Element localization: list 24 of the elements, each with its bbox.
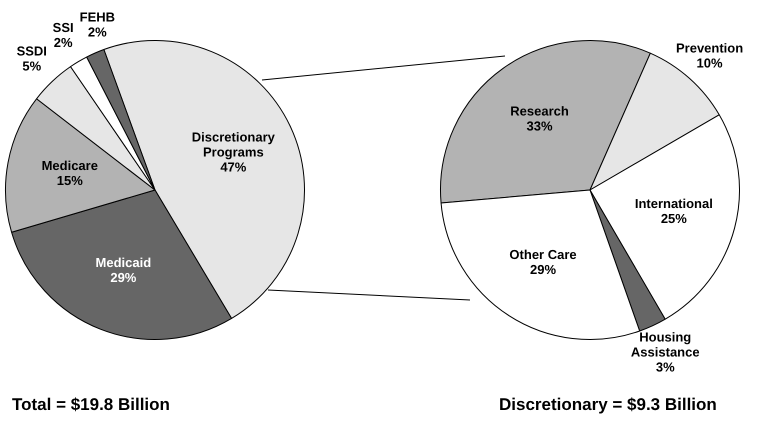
slice-label: FEHB: [80, 10, 116, 25]
data-label: 15%: [56, 173, 84, 188]
slice-label: Medicare: [42, 158, 98, 174]
data-label: 5%: [22, 58, 42, 74]
slice-label: Prevention: [676, 40, 744, 56]
data-label: 29%: [530, 262, 556, 277]
text: Discretionary = $9.3 Billion: [499, 395, 717, 415]
slice-label: Housing Assistance: [630, 329, 700, 360]
data-label: 47%: [220, 159, 247, 174]
data-label: 29%: [110, 270, 137, 285]
data-label: 10%: [696, 55, 724, 70]
slice-label: SSDI: [16, 44, 47, 59]
data-label: 3%: [656, 359, 676, 374]
data-label: 25%: [660, 211, 688, 226]
data-label: 33%: [526, 118, 553, 134]
slice-label: Other Care: [509, 246, 577, 262]
data-label: 2%: [88, 24, 108, 40]
slice-label: SSI: [52, 20, 74, 35]
slice-label: International: [634, 196, 713, 212]
slice-label: Research: [510, 104, 569, 119]
slice-label: Medicaid: [96, 254, 152, 270]
slice-label: Discretionary Programs: [192, 129, 276, 160]
text: Total = $19.8 Billion: [12, 395, 170, 415]
data-label: 2%: [54, 34, 73, 50]
